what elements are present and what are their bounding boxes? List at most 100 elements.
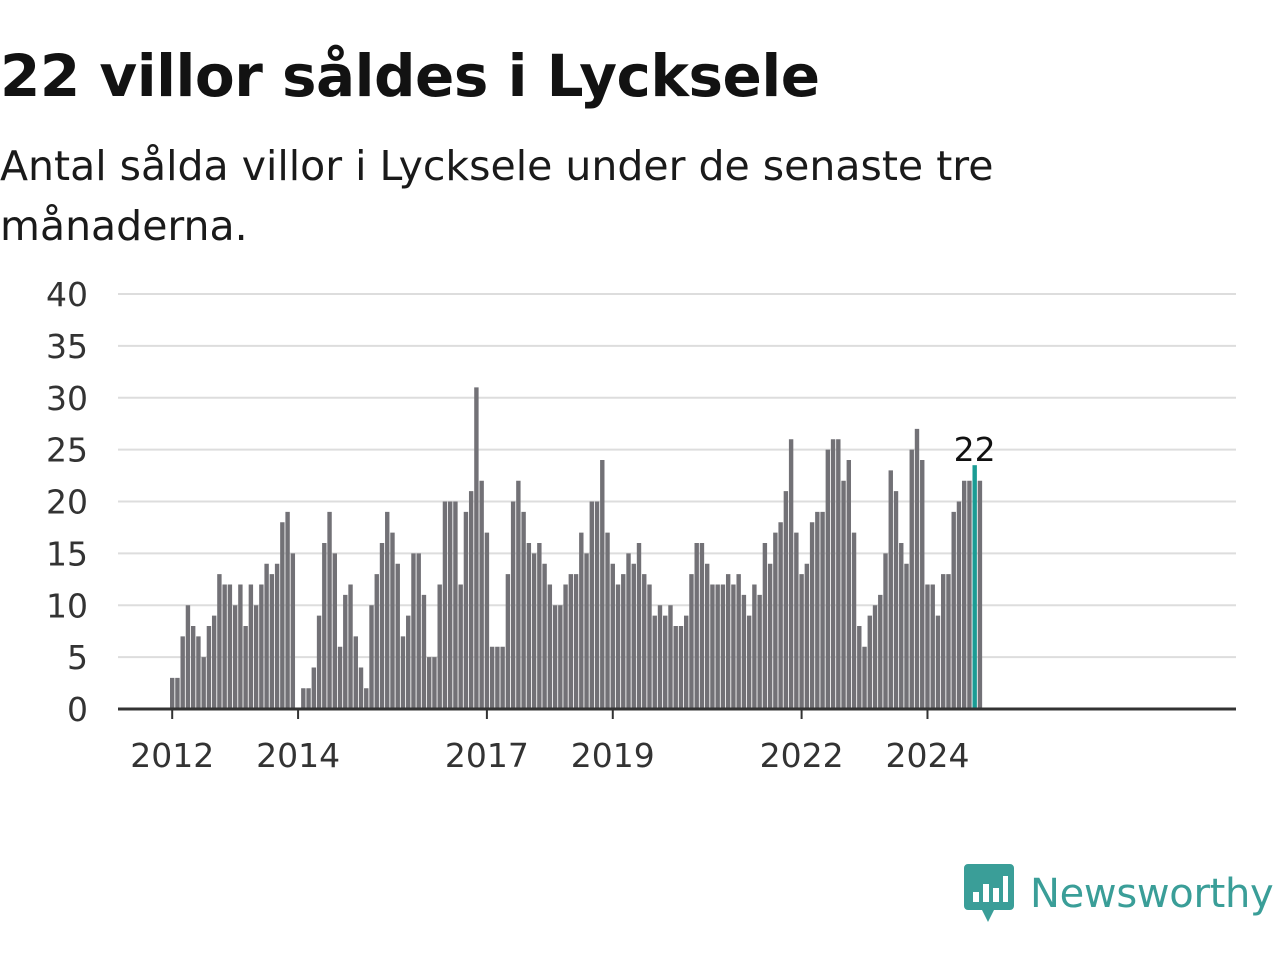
x-tick-label: 2024 [885,736,969,775]
bar [951,511,956,709]
bar [411,553,416,709]
bar [626,553,631,709]
bar [547,584,553,709]
bar [636,543,642,709]
bar [673,626,678,709]
bar [201,657,206,709]
brand-name: Newsworthy [1030,871,1274,917]
bar [652,615,657,709]
bar [610,563,615,709]
y-tick-label: 15 [46,534,88,573]
bar [757,594,762,709]
bar [773,532,778,709]
bar [311,667,317,709]
bar [804,563,810,709]
bar [531,553,537,709]
bar [820,511,825,709]
bar [731,584,736,709]
bar [348,584,353,709]
x-tick-label: 2012 [130,736,214,775]
bar [552,605,558,709]
bar [248,584,254,709]
bar [170,677,175,709]
bar [484,532,490,709]
bar [306,688,311,709]
bar [878,594,883,709]
bar [337,646,343,709]
bars [170,387,983,709]
bar [180,636,185,709]
axes [118,707,1236,719]
bar [437,584,442,709]
bar [343,594,348,709]
bar [872,605,878,709]
bar [888,470,893,709]
bar [505,574,511,709]
bar [442,501,448,709]
bar [904,563,909,709]
y-tick-label: 0 [67,690,88,729]
bar [809,522,815,709]
bar [725,574,731,709]
bar [563,584,568,709]
bar [851,532,857,709]
bar [421,594,427,709]
bar [678,626,684,709]
y-tick-label: 5 [67,638,88,677]
bar [746,615,752,709]
bar [825,449,831,709]
bar [206,626,212,709]
bar [301,688,306,709]
bar [836,439,841,709]
bar [799,574,804,709]
bar [568,574,574,709]
x-tick-label: 2019 [571,736,655,775]
bar [579,532,584,709]
bar [925,584,930,709]
bar [269,574,275,709]
bar [238,584,243,709]
bar [353,636,358,709]
bar [573,574,579,709]
bar [500,646,505,709]
bar [232,605,238,709]
bar [699,543,705,709]
bar [893,491,899,709]
bar [495,646,500,709]
bar [704,563,710,709]
gridlines [118,293,1236,659]
bar [468,491,474,709]
bar [815,511,820,709]
bar [526,543,532,709]
bar [647,584,652,709]
bar [857,626,862,709]
bar [930,584,935,709]
bar [841,480,846,709]
bar [867,615,872,709]
bar [463,511,469,709]
bar [175,677,180,709]
x-tick-label: 2022 [760,736,844,775]
bar [364,688,369,709]
bar [762,543,768,709]
bar [416,553,421,709]
bar [715,584,720,709]
bar [432,657,437,709]
bar [668,605,673,709]
bar [621,574,626,709]
x-tick-label: 2014 [256,736,340,775]
bar [684,615,689,709]
bar [379,543,385,709]
bar [752,584,757,709]
chart-title: 22 villor såldes i Lycksele [0,42,820,110]
bar [185,605,191,709]
bar [589,501,594,709]
bar [909,449,914,709]
bar [222,584,227,709]
bar [899,543,904,709]
bar [694,543,699,709]
bar [710,584,715,709]
y-tick-label: 30 [46,379,88,418]
bar [689,574,694,709]
bar [594,501,600,709]
